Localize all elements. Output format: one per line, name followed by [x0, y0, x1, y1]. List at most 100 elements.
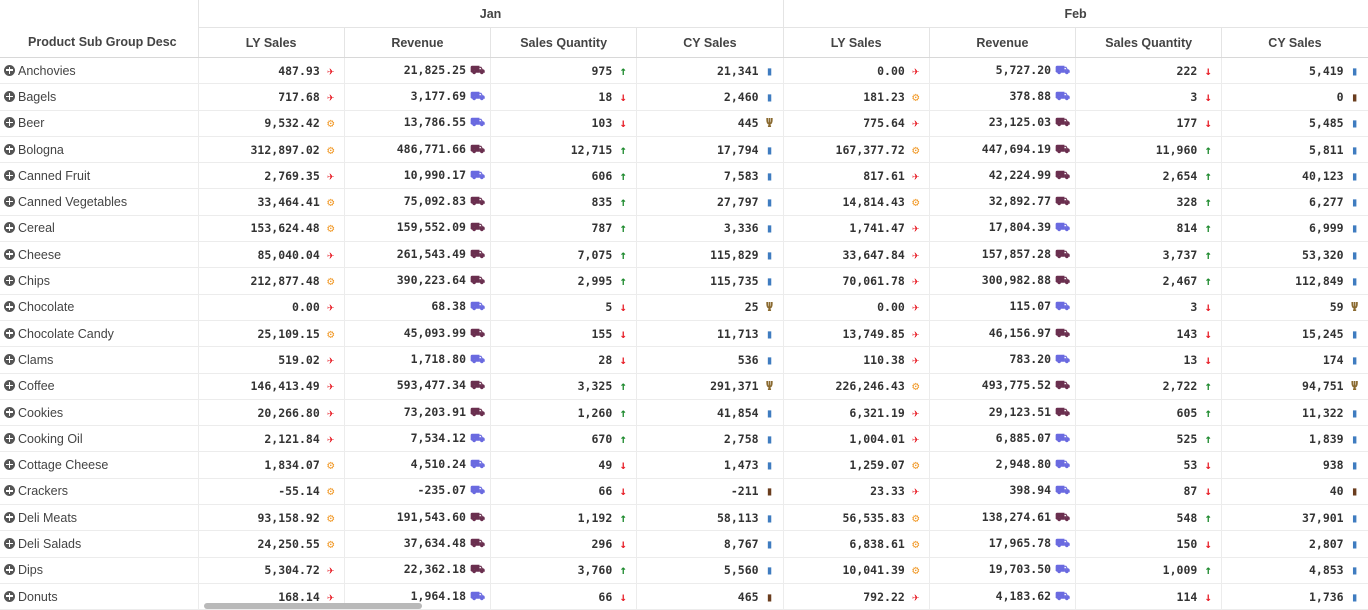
- cell-value: 261,543.49: [396, 246, 466, 261]
- row-dimension-header[interactable]: Product Sub Group Desc: [0, 27, 199, 58]
- expand-plus-icon[interactable]: [4, 459, 15, 471]
- expand-plus-icon[interactable]: [4, 353, 15, 365]
- cell-value: 112,849: [1295, 274, 1344, 289]
- value-cell: 138,274.61 ⛟: [929, 504, 1077, 532]
- measure-header-revenue[interactable]: Revenue: [929, 27, 1077, 58]
- value-cell: 8,767 ▮: [636, 530, 784, 558]
- expand-plus-icon[interactable]: [4, 511, 15, 523]
- arrow-down-icon: ↓: [619, 536, 627, 551]
- book-icon: ▮: [1350, 458, 1359, 473]
- cell-value: 20,266.80: [257, 405, 320, 420]
- value-cell: 4,510.24 ⛟: [344, 451, 492, 479]
- measure-header-ly-sales[interactable]: LY Sales: [198, 27, 345, 58]
- cell-value: 37,634.48: [403, 535, 466, 550]
- cell-value: 45,093.99: [403, 325, 466, 340]
- cell-value: 1,473: [723, 458, 759, 473]
- arrow-up-icon: ↑: [619, 405, 627, 420]
- cell-value: 59: [1329, 300, 1344, 315]
- value-cell: 212,877.48 ⚙: [198, 267, 345, 295]
- android-icon: ⚙: [912, 563, 920, 578]
- expand-plus-icon[interactable]: [4, 222, 15, 234]
- table-row: Clams 519.02 ✈ 1,718.80 ⛟ 28 ↓ 536 ▮ 110.38 ✈ 783.2…: [0, 346, 1368, 374]
- expand-plus-icon[interactable]: [4, 485, 15, 497]
- measure-header-ly-sales[interactable]: LY Sales: [783, 27, 930, 58]
- expand-plus-icon[interactable]: [4, 564, 15, 576]
- expand-plus-icon[interactable]: [4, 537, 15, 549]
- measure-header-cy-sales[interactable]: CY Sales: [636, 27, 784, 58]
- expand-plus-icon[interactable]: [4, 169, 15, 181]
- value-cell: 70,061.78 ✈: [783, 267, 930, 295]
- row-header-cell: Bologna: [0, 136, 199, 164]
- value-cell: 328 ↑: [1075, 188, 1223, 216]
- cell-value: 103: [591, 116, 613, 131]
- android-icon: ⚙: [327, 221, 335, 236]
- plane-icon: ✈: [912, 484, 920, 499]
- expand-plus-icon[interactable]: [4, 380, 15, 392]
- truck-icon: ⛟: [1055, 404, 1071, 419]
- expand-plus-icon[interactable]: [4, 275, 15, 287]
- expand-plus-icon[interactable]: [4, 432, 15, 444]
- arrow-up-icon: ↑: [1204, 247, 1212, 262]
- horizontal-scrollbar[interactable]: [204, 603, 422, 609]
- plane-icon: ✈: [912, 63, 920, 78]
- cart-icon: ⛟: [470, 115, 486, 130]
- expand-plus-icon[interactable]: [4, 248, 15, 260]
- expand-plus-icon[interactable]: [4, 64, 15, 76]
- value-cell: 24,250.55 ⚙: [198, 530, 345, 558]
- value-cell: 33,647.84 ✈: [783, 241, 930, 269]
- value-cell: 5,727.20 ⛟: [929, 57, 1077, 85]
- arrow-down-icon: ↓: [1204, 63, 1212, 78]
- measure-header-sales-quantity[interactable]: Sales Quantity: [1075, 27, 1223, 58]
- expand-plus-icon[interactable]: [4, 196, 15, 208]
- cell-value: -235.07: [417, 483, 466, 498]
- cell-value: 85,040.04: [257, 247, 320, 262]
- cell-value: 15,245: [1302, 326, 1344, 341]
- arrow-up-icon: ↑: [1204, 379, 1212, 394]
- truck-icon: ⛟: [470, 404, 486, 419]
- cell-value: 11,713: [717, 326, 759, 341]
- value-cell: 11,713 ▮: [636, 320, 784, 348]
- book-icon: ▮: [1350, 274, 1359, 289]
- book-icon: ▮: [1350, 168, 1359, 183]
- cell-value: 4,853: [1308, 563, 1344, 578]
- measure-header-sales-quantity[interactable]: Sales Quantity: [490, 27, 638, 58]
- row-header-cell: Chocolate: [0, 294, 199, 321]
- month-header-jan[interactable]: Jan: [198, 0, 784, 28]
- row-label: Bagels: [18, 89, 57, 104]
- book-icon: ▮: [765, 221, 774, 236]
- measure-header-revenue[interactable]: Revenue: [344, 27, 492, 58]
- table-row: Coffee 146,413.49 ✈ 593,477.34 ⛟ 3,325 ↑ 291,37…: [0, 373, 1368, 400]
- plane-icon: ✈: [912, 274, 920, 289]
- expand-plus-icon[interactable]: [4, 406, 15, 418]
- row-label: Clams: [18, 352, 54, 367]
- expand-plus-icon[interactable]: [4, 327, 15, 339]
- month-header-feb[interactable]: Feb: [783, 0, 1368, 28]
- table-body: Anchovies 487.93 ✈ 21,825.25 ⛟ 975 ↑ 21,341 ▮ 0.0…: [0, 57, 1368, 610]
- value-cell: 174 ▮: [1221, 346, 1368, 374]
- value-cell: 181.23 ⚙: [783, 83, 930, 111]
- measure-header-cy-sales[interactable]: CY Sales: [1221, 27, 1368, 58]
- expand-plus-icon[interactable]: [4, 117, 15, 129]
- value-cell: -235.07 ⛟: [344, 478, 492, 506]
- cell-value: 3,760: [577, 563, 613, 578]
- android-icon: ⚙: [327, 536, 335, 551]
- expand-plus-icon[interactable]: [4, 590, 15, 602]
- cell-value: 2,467: [1162, 274, 1198, 289]
- row-label: Crackers: [18, 484, 69, 499]
- value-cell: 2,722 ↑: [1075, 373, 1223, 400]
- cell-value: 0: [1336, 89, 1344, 104]
- cell-value: 150: [1176, 536, 1198, 551]
- truck-icon: ⛟: [470, 220, 486, 235]
- value-cell: 3 ↓: [1075, 294, 1223, 321]
- expand-plus-icon[interactable]: [4, 301, 15, 313]
- expand-plus-icon[interactable]: [4, 143, 15, 155]
- android-icon: ⚙: [327, 195, 335, 210]
- cell-value: 23,125.03: [988, 115, 1052, 130]
- cart-icon: ⛟: [1055, 588, 1071, 603]
- cell-value: 5,560: [723, 563, 759, 578]
- value-cell: 1,839 ▮: [1221, 425, 1368, 453]
- value-cell: 15,245 ▮: [1221, 320, 1368, 348]
- row-label: Coffee: [18, 379, 55, 394]
- arrow-up-icon: ↑: [619, 247, 627, 262]
- expand-plus-icon[interactable]: [4, 90, 15, 102]
